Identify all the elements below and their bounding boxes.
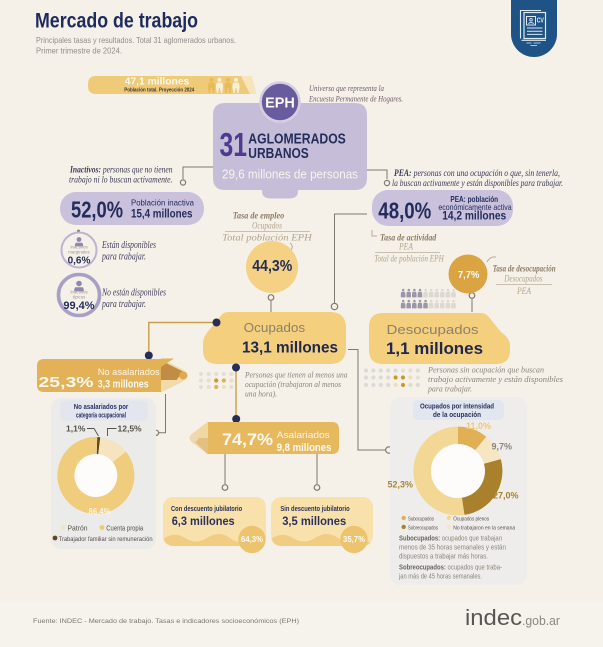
svg-text:Encuesta Permanente de Hogares: Encuesta Permanente de Hogares.	[308, 94, 403, 104]
svg-text:3,3 millones: 3,3 millones	[98, 379, 149, 391]
svg-text:64,3%: 64,3%	[241, 534, 263, 544]
svg-text:Inactivos: personas que no tie: Inactivos: personas que no tienen	[69, 165, 173, 175]
svg-text:No trabajaron en la semana: No trabajaron en la semana	[453, 526, 516, 532]
svg-text:No asalariados por: No asalariados por	[74, 402, 129, 411]
svg-text:indec: indec	[465, 605, 522, 630]
svg-text:Tasa de actividad: Tasa de actividad	[380, 233, 437, 243]
svg-text:una hora).: una hora).	[245, 389, 277, 399]
svg-text:PEA: población: PEA: población	[450, 194, 498, 204]
svg-text:Patrón: Patrón	[68, 526, 88, 533]
svg-text:Trabajador familiar sin remune: Trabajador familiar sin remuneración	[59, 536, 153, 543]
svg-text:27,0%: 27,0%	[493, 491, 519, 501]
svg-text:Inactivos: Inactivos	[70, 290, 88, 295]
svg-text:Subocupados: Subocupados	[408, 517, 434, 523]
svg-text:económicamente activa: económicamente activa	[438, 202, 511, 212]
svg-text:Universo que representa la: Universo que representa la	[309, 83, 384, 93]
svg-text:9,7%: 9,7%	[492, 442, 513, 452]
svg-text:trabajo ni lo buscan activamen: trabajo ni lo buscan activamente.	[69, 175, 173, 185]
svg-text:47,1 millones: 47,1 millones	[125, 76, 190, 88]
svg-text:Inactivos: Inactivos	[70, 245, 88, 250]
svg-text:29,6 millones de personas: 29,6 millones de personas	[222, 167, 358, 182]
svg-text:Total de población EPH: Total de población EPH	[374, 254, 444, 264]
svg-text:No están disponibles: No están disponibles	[101, 288, 166, 299]
svg-text:.gob.ar: .gob.ar	[522, 614, 560, 628]
svg-text:86,4%: 86,4%	[89, 507, 111, 517]
svg-text:para trabajar.: para trabajar.	[101, 299, 146, 310]
svg-text:de la ocupación: de la ocupación	[433, 410, 481, 419]
svg-text:para trabajar.: para trabajar.	[101, 252, 146, 263]
svg-text:1,1%: 1,1%	[66, 424, 86, 434]
svg-text:Sobreocupados: Sobreocupados	[408, 526, 438, 532]
svg-text:Tasa de desocupación: Tasa de desocupación	[493, 264, 556, 274]
svg-text:99,4%: 99,4%	[63, 300, 94, 312]
svg-text:la buscan activamente y están: la buscan activamente y están disponible…	[392, 178, 563, 188]
svg-text:0,6%: 0,6%	[68, 256, 91, 267]
svg-text:Cuenta propia: Cuenta propia	[106, 526, 143, 533]
svg-text:Personas sin ocupación que bus: Personas sin ocupación que buscan	[427, 365, 544, 375]
svg-text:marginales: marginales	[68, 249, 90, 254]
svg-text:PEA: personas con una ocupació: PEA: personas con una ocupación o que, s…	[394, 168, 560, 178]
svg-text:Con descuento jubilatorio: Con descuento jubilatorio	[171, 504, 243, 513]
svg-text:Ocupados: Ocupados	[252, 221, 282, 231]
svg-text:15,4 millones: 15,4 millones	[131, 209, 193, 221]
svg-text:3,5 millones: 3,5 millones	[282, 514, 346, 528]
svg-text:13,1 millones: 13,1 millones	[242, 340, 338, 357]
svg-text:Ocupados plenos: Ocupados plenos	[453, 517, 489, 523]
svg-text:Subocupados: ocupados que trab: Subocupados: ocupados que trabajan	[399, 534, 502, 543]
svg-text:52,3%: 52,3%	[388, 480, 414, 490]
svg-text:Están disponibles: Están disponibles	[101, 240, 156, 251]
svg-text:44,3%: 44,3%	[252, 258, 292, 275]
svg-text:25,3%: 25,3%	[39, 375, 94, 391]
svg-text:AGLOMERADOS: AGLOMERADOS	[248, 132, 346, 148]
svg-text:Mercado de trabajo: Mercado de trabajo	[35, 10, 198, 33]
svg-text:CV: CV	[537, 18, 544, 25]
svg-text:Sin descuento jubilatorio: Sin descuento jubilatorio	[280, 504, 350, 513]
svg-text:Desocupados: Desocupados	[504, 274, 543, 284]
svg-text:11,0%: 11,0%	[466, 421, 491, 431]
svg-text:Ocupados: Ocupados	[244, 320, 306, 335]
svg-text:para trabajar.: para trabajar.	[427, 384, 472, 394]
svg-text:6,3 millones: 6,3 millones	[172, 514, 235, 528]
svg-text:EPH: EPH	[265, 96, 295, 112]
svg-text:Personas que tienen al menos u: Personas que tienen al menos una	[244, 370, 347, 380]
svg-text:Principales tasas y resultados: Principales tasas y resultados. Total 31…	[36, 35, 236, 45]
svg-text:9,8 millones: 9,8 millones	[277, 442, 332, 454]
svg-text:Sobreocupados: ocupados que tr: Sobreocupados: ocupados que traba-	[399, 563, 502, 572]
svg-text:7,7%: 7,7%	[458, 269, 480, 281]
svg-text:Desocupados: Desocupados	[387, 322, 480, 337]
svg-text:Ocupados por intensidad: Ocupados por intensidad	[420, 402, 494, 411]
svg-text:35,7%: 35,7%	[343, 534, 365, 544]
svg-text:típicos: típicos	[73, 294, 86, 299]
svg-text:dispuestos a trabajar más hora: dispuestos a trabajar más horas.	[399, 552, 488, 561]
svg-text:ocupación (trabajaron al menos: ocupación (trabajaron al menos	[245, 379, 342, 389]
svg-text:categoría ocupacional: categoría ocupacional	[76, 411, 126, 420]
svg-text:12,5%: 12,5%	[118, 424, 143, 434]
svg-text:No asalariados: No asalariados	[98, 367, 160, 378]
svg-text:jan más de 45 horas semanales.: jan más de 45 horas semanales.	[398, 572, 482, 581]
svg-text:Primer trimestre de 2024.: Primer trimestre de 2024.	[36, 46, 122, 56]
svg-text:Población total. Proyección 20: Población total. Proyección 2024	[124, 88, 194, 94]
svg-text:URBANOS: URBANOS	[248, 146, 309, 162]
svg-text:31: 31	[220, 126, 248, 163]
svg-text:PEA: PEA	[398, 242, 413, 252]
svg-text:menos de 35 horas semanales y: menos de 35 horas semanales y están	[399, 543, 506, 552]
svg-text:52,0%: 52,0%	[71, 197, 123, 223]
svg-text:1,1 millones: 1,1 millones	[386, 340, 483, 358]
svg-text:trabajo activamente y están di: trabajo activamente y están disponibles	[428, 374, 564, 384]
svg-text:Población inactiva: Población inactiva	[131, 198, 194, 208]
svg-text:Total población EPH: Total población EPH	[222, 233, 312, 243]
svg-text:48,0%: 48,0%	[378, 198, 431, 224]
svg-text:Fuente: INDEC - Mercado de tra: Fuente: INDEC - Mercado de trabajo. Tasa…	[33, 618, 299, 625]
svg-text:Tasa de empleo: Tasa de empleo	[233, 211, 285, 221]
svg-text:74,7%: 74,7%	[222, 431, 273, 449]
svg-text:Asalariados: Asalariados	[277, 430, 330, 441]
svg-text:PEA: PEA	[516, 286, 531, 296]
svg-text:14,2 millones: 14,2 millones	[442, 211, 506, 223]
